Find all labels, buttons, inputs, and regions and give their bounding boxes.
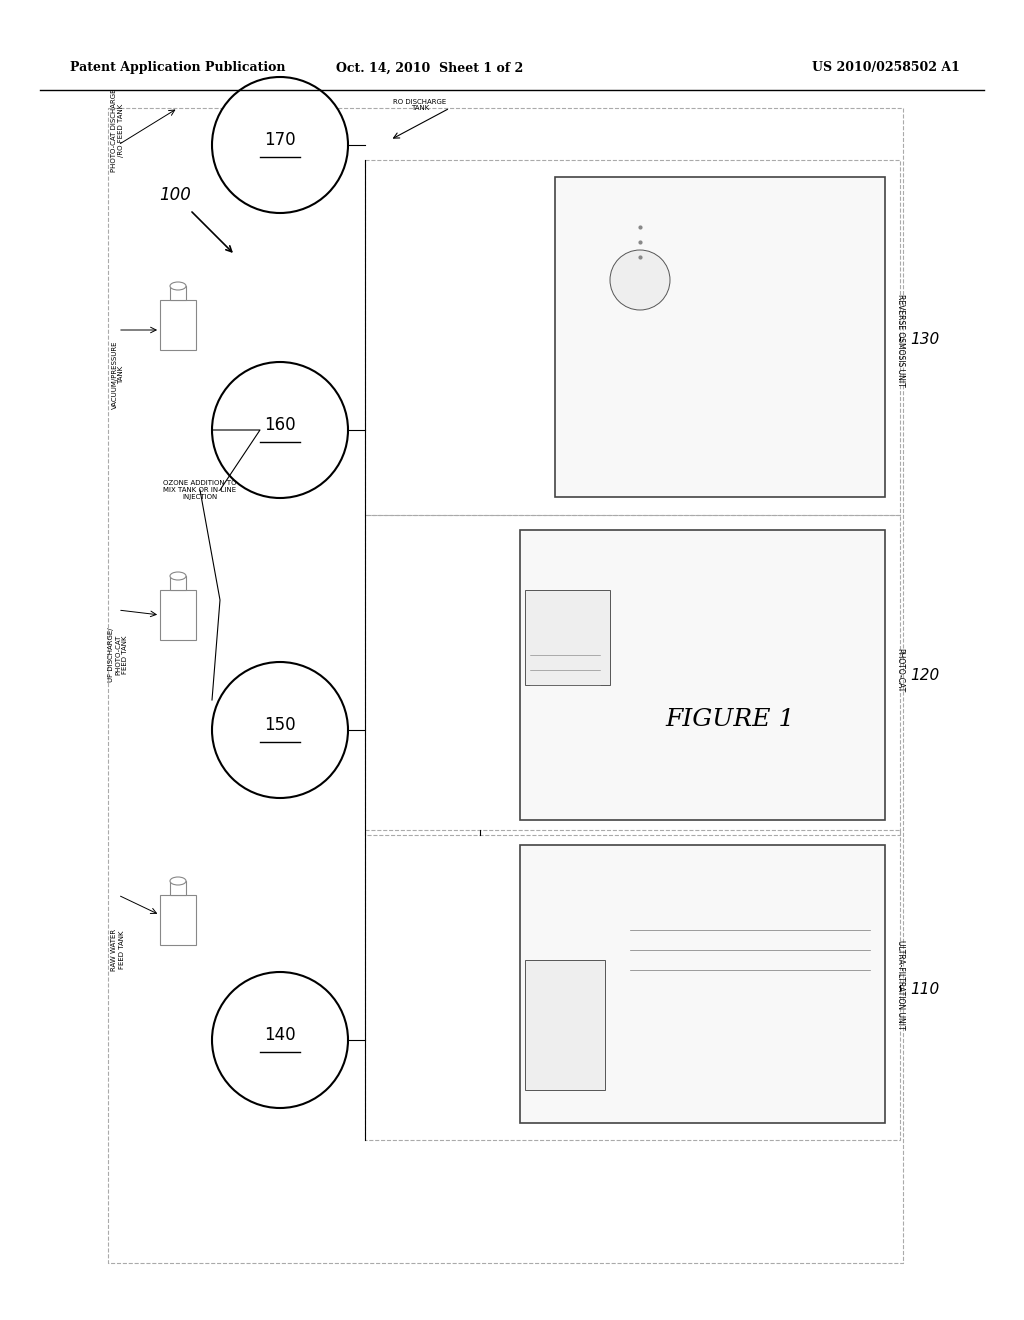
Text: 160: 160 [264, 416, 296, 434]
Text: UF DISCHARGE/
PHOTO-CAT
FEED TANK: UF DISCHARGE/ PHOTO-CAT FEED TANK [108, 628, 128, 682]
Bar [365, 160, 900, 515]
Bar [520, 845, 885, 1123]
Text: REVERSE OSMOSIS UNIT: REVERSE OSMOSIS UNIT [896, 293, 904, 387]
Text: 170: 170 [264, 131, 296, 149]
Ellipse shape [170, 572, 186, 579]
Text: ULTRA-FILTRATION UNIT: ULTRA-FILTRATION UNIT [896, 940, 904, 1030]
Bar [525, 960, 605, 1090]
Bar [365, 515, 900, 836]
Circle shape [212, 663, 348, 799]
Bar [170, 286, 186, 300]
Bar [170, 880, 186, 895]
Circle shape [212, 362, 348, 498]
Text: PHOTO-CAT DISCHARGE
/RO FEED TANK: PHOTO-CAT DISCHARGE /RO FEED TANK [112, 88, 125, 172]
Bar [555, 177, 885, 498]
Text: PHOTO-CAT: PHOTO-CAT [896, 648, 904, 692]
Text: 150: 150 [264, 715, 296, 734]
Text: 140: 140 [264, 1026, 296, 1044]
Bar [160, 300, 196, 350]
Circle shape [212, 972, 348, 1107]
Bar [520, 531, 885, 820]
Ellipse shape [170, 282, 186, 290]
Circle shape [212, 77, 348, 213]
Text: Patent Application Publication: Patent Application Publication [70, 62, 286, 74]
Bar [108, 108, 903, 1263]
Bar [365, 830, 900, 1140]
Ellipse shape [170, 876, 186, 884]
Circle shape [610, 249, 670, 310]
Bar [170, 576, 186, 590]
Bar [525, 590, 610, 685]
Text: RO DISCHARGE
TANK: RO DISCHARGE TANK [393, 99, 446, 111]
Text: US 2010/0258502 A1: US 2010/0258502 A1 [812, 62, 961, 74]
Text: 130: 130 [910, 333, 939, 347]
Text: 110: 110 [910, 982, 939, 998]
Text: RAW WATER
FEED TANK: RAW WATER FEED TANK [112, 929, 125, 972]
Bar [160, 895, 196, 945]
Text: OZONE ADDITION TO
MIX TANK OR IN-LINE
INJECTION: OZONE ADDITION TO MIX TANK OR IN-LINE IN… [163, 480, 237, 500]
Text: 120: 120 [910, 668, 939, 682]
Text: Oct. 14, 2010  Sheet 1 of 2: Oct. 14, 2010 Sheet 1 of 2 [336, 62, 523, 74]
Text: VACUUM/PRESSURE
TANK: VACUUM/PRESSURE TANK [112, 341, 125, 409]
Text: FIGURE 1: FIGURE 1 [666, 709, 795, 731]
Text: 100: 100 [159, 186, 190, 205]
Bar [160, 590, 196, 640]
